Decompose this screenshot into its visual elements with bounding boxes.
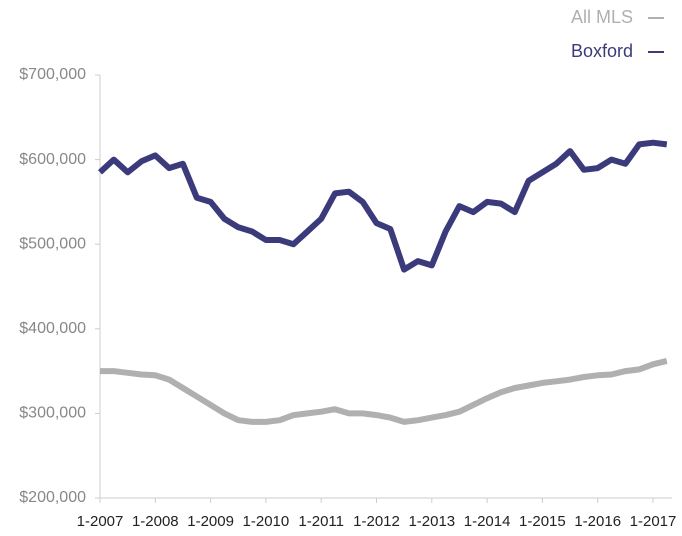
y-tick-label: $400,000 [19,320,86,337]
x-tick-label: 1-2016 [574,513,621,530]
x-tick-label: 1-2017 [630,513,677,530]
x-tick-label: 1-2007 [77,513,124,530]
legend-label: All MLS [571,7,633,27]
x-tick-label: 1-2013 [408,513,455,530]
x-tick-label: 1-2008 [132,513,179,530]
x-tick-label: 1-2011 [298,513,344,530]
series-line [100,357,668,425]
y-tick-label: $200,000 [19,489,86,506]
x-tick-label: 1-2012 [353,513,400,530]
y-tick-label: $600,000 [19,151,86,168]
x-tick-label: 1-2009 [187,513,234,530]
y-tick-label: $300,000 [19,405,86,422]
series-line [97,139,668,273]
x-tick-label: 1-2015 [519,513,566,530]
x-tick-label: 1-2010 [243,513,290,530]
legend-label: Boxford [571,41,633,61]
y-tick-label: $500,000 [19,235,86,252]
y-tick-label: $700,000 [19,66,86,83]
x-tick-label: 1-2014 [464,513,511,530]
